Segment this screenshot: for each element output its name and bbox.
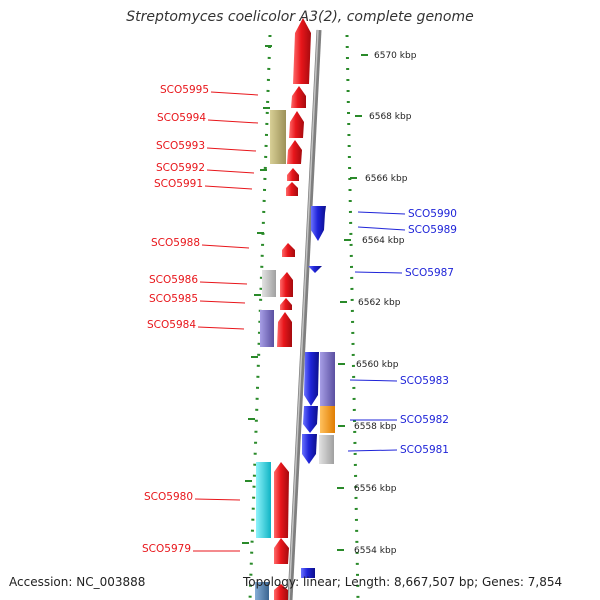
scale-label: 6554 kbp xyxy=(354,546,397,556)
map-title: Streptomyces coelicolor A3(2), complete … xyxy=(126,9,474,25)
gene-label-left[interactable]: SCO5980 xyxy=(144,491,193,503)
backbone-highlight xyxy=(288,29,319,600)
scale-label: 6564 kbp xyxy=(362,236,405,246)
cog-box-purple xyxy=(320,352,335,406)
gene-label-left[interactable]: SCO5995 xyxy=(160,84,209,96)
scale-label: 6568 kbp xyxy=(369,112,412,122)
cog-box-purple xyxy=(260,310,274,347)
gene-label-right[interactable]: SCO5987 xyxy=(405,267,454,279)
gene-arrow-sco5977[interactable] xyxy=(301,568,315,578)
gene-label-right[interactable]: SCO5981 xyxy=(400,444,449,456)
gene-label-right[interactable]: SCO5989 xyxy=(408,224,457,236)
gene-label-left[interactable]: SCO5984 xyxy=(147,319,196,331)
gene-label-left[interactable]: SCO5986 xyxy=(149,274,198,286)
gene-arrow-sco5980[interactable] xyxy=(274,462,289,538)
left-leader-lines xyxy=(193,91,259,552)
gene-label-left[interactable]: SCO5985 xyxy=(149,293,198,305)
backbone-line xyxy=(287,29,322,600)
cog-box-gray xyxy=(319,435,334,464)
gene-arrow-sco5990[interactable] xyxy=(311,206,326,241)
scale-label: 6560 kbp xyxy=(356,360,399,370)
forward-strand-genes xyxy=(301,206,326,578)
gene-arrow-sco5979[interactable] xyxy=(274,538,289,564)
gene-arrow-sco5982[interactable] xyxy=(303,406,318,433)
scale-label: 6570 kbp xyxy=(374,51,417,61)
cog-box-tan xyxy=(270,110,286,164)
gene-arrow-sco5996[interactable] xyxy=(293,18,311,84)
gene-label-right[interactable]: SCO5982 xyxy=(400,414,449,426)
gene-arrow-sco5995[interactable] xyxy=(291,86,306,108)
left-scale-ticks xyxy=(242,45,272,544)
reverse-strand-genes xyxy=(274,18,311,600)
gene-label-left[interactable]: SCO5988 xyxy=(151,237,200,249)
cog-box-orange xyxy=(320,406,335,433)
scale-label: 6562 kbp xyxy=(358,298,401,308)
gene-label-left[interactable]: SCO5993 xyxy=(156,140,205,152)
scale-label: 6556 kbp xyxy=(354,484,397,494)
gene-arrow-sco5981[interactable] xyxy=(302,434,317,464)
cog-box-steel xyxy=(255,582,269,600)
gene-arrow-sco5993[interactable] xyxy=(287,140,302,164)
gene-arrow-sco5985[interactable] xyxy=(280,298,292,310)
gene-arrow-sco5988[interactable] xyxy=(282,243,295,257)
gene-arrow-sco5994[interactable] xyxy=(289,111,304,138)
gene-label-left[interactable]: SCO5992 xyxy=(156,162,205,174)
gene-label-left[interactable]: SCO5991 xyxy=(154,178,203,190)
gene-label-left[interactable]: SCO5994 xyxy=(157,112,206,124)
right-leader-lines xyxy=(347,211,406,452)
gene-arrow-sco5992[interactable] xyxy=(287,168,299,181)
gene-arrow-sco5987[interactable] xyxy=(308,266,322,273)
right-boundary-dots xyxy=(345,34,360,600)
gene-arrow-sco5978[interactable] xyxy=(274,584,288,600)
gene-label-left[interactable]: SCO5979 xyxy=(142,543,191,555)
gene-label-right[interactable]: SCO5990 xyxy=(408,208,457,220)
gene-arrow-sco5986[interactable] xyxy=(280,272,293,297)
scale-label: 6558 kbp xyxy=(354,422,397,432)
accession-text: Accession: NC_003888 xyxy=(9,575,146,589)
cog-box-gray xyxy=(262,270,276,297)
gene-arrow-sco5983[interactable] xyxy=(304,352,319,406)
gene-arrow-sco5991[interactable] xyxy=(286,182,298,196)
gene-arrow-sco5984[interactable] xyxy=(277,312,292,347)
right-scale-ticks xyxy=(337,54,368,551)
gene-label-right[interactable]: SCO5983 xyxy=(400,375,449,387)
scale-label: 6566 kbp xyxy=(365,174,408,184)
genome-summary-text: Topology: linear; Length: 8,667,507 bp; … xyxy=(243,575,563,589)
cog-box-cyan xyxy=(256,462,271,538)
